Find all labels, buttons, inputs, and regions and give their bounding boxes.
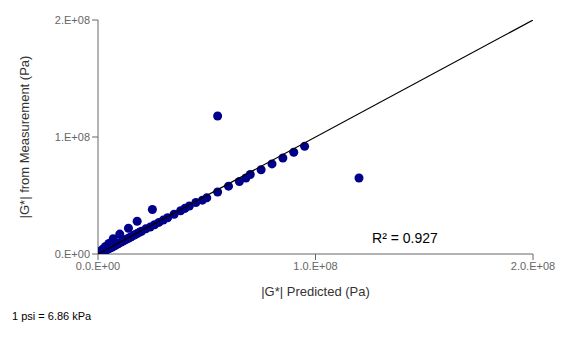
svg-text:1.E+08: 1.E+08	[55, 131, 90, 143]
svg-text:2.0.E+08: 2.0.E+08	[511, 260, 555, 272]
svg-text:R² = 0.927: R² = 0.927	[372, 230, 438, 246]
svg-text:0.E+00: 0.E+00	[55, 248, 90, 260]
svg-text:|G*| Predicted (Pa): |G*| Predicted (Pa)	[261, 284, 370, 299]
svg-text:0.0.E+00: 0.0.E+00	[76, 260, 120, 272]
svg-text:1.0.E+08: 1.0.E+08	[293, 260, 337, 272]
svg-text:|G*| from Measurement (Pa): |G*| from Measurement (Pa)	[17, 56, 32, 219]
html-text:1 psi = 6.86 kPa: 1 psi = 6.86 kPa	[12, 310, 92, 322]
svg-text:2.E+08: 2.E+08	[55, 14, 90, 26]
